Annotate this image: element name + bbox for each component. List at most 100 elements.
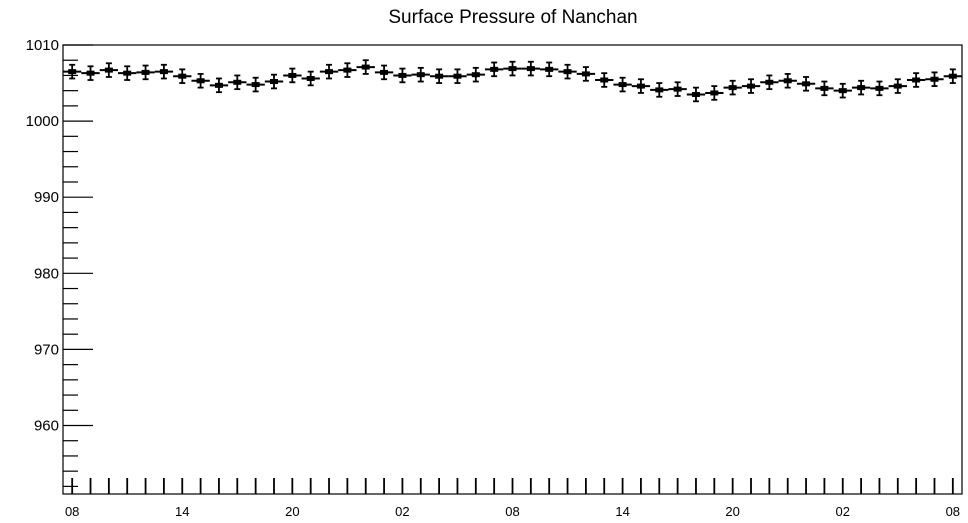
data-marker [86,70,95,76]
chart-title: Surface Pressure of Nanchan [388,7,637,28]
data-point [484,61,504,78]
x-tick-label: 02 [395,504,409,519]
data-point [319,63,339,80]
data-marker [68,69,77,75]
data-marker [636,83,645,89]
data-point [815,80,834,97]
data-point [448,68,467,84]
data-marker [398,72,407,78]
x-tick-label: 14 [615,504,629,519]
data-marker [141,69,150,75]
data-marker [416,72,425,78]
data-marker [618,82,627,88]
data-marker [288,72,297,78]
data-point [760,74,779,91]
data-marker [600,77,609,83]
y-axis: 960 970 980 990 1000 1010 [26,37,93,487]
data-point [888,78,907,94]
data-marker [838,88,847,94]
data-marker [857,85,866,91]
data-point [686,86,706,103]
data-point [246,76,265,93]
data-marker [545,66,554,72]
data-point [650,82,669,98]
data-marker [948,73,957,79]
x-axis: 08 14 20 02 08 14 20 02 08 [65,478,960,519]
data-point [595,72,614,88]
data-marker [196,78,205,84]
data-marker [251,82,260,88]
x-tick-label: 20 [725,504,739,519]
data-marker [747,83,756,89]
data-point [173,68,192,84]
data-point [668,81,687,97]
data-marker [728,85,737,91]
data-point [503,60,522,77]
data-marker [691,91,700,97]
x-tick-label: 08 [946,504,960,519]
data-marker [123,70,132,76]
data-point [228,74,247,91]
data-marker [325,69,334,75]
data-point [925,71,944,87]
data-marker [435,73,444,79]
data-marker [343,67,352,73]
data-marker [930,76,939,82]
data-point [558,63,577,80]
x-tick-label: 02 [836,504,850,519]
y-tick-label: 990 [34,189,59,206]
data-point [393,67,412,84]
data-point [521,60,541,77]
data-point [576,66,596,82]
data-marker [655,87,664,93]
data-point [540,61,559,78]
data-marker [159,69,168,75]
data-point [833,82,852,99]
y-tick-label: 1000 [26,113,59,130]
data-point [631,78,651,94]
y-tick-label: 1010 [26,37,59,54]
x-tick-label: 08 [65,504,79,519]
data-point [338,62,357,78]
data-marker [380,69,389,75]
data-point [264,73,284,90]
data-point [81,65,100,81]
data-point [118,65,137,81]
data-point [209,77,229,94]
data-marker [526,66,535,72]
data-point [136,64,155,81]
data-point [870,80,889,97]
y-tick-label: 960 [34,418,59,435]
y-tick-label: 970 [34,341,59,358]
data-point [356,59,375,75]
data-marker [104,67,113,73]
data-marker [178,73,187,79]
data-points [63,59,962,103]
data-marker [783,78,792,84]
data-marker [508,66,517,72]
data-point [943,68,962,84]
data-marker [912,77,921,83]
data-point [429,68,449,84]
data-point [374,64,394,81]
data-marker [563,69,572,75]
data-point [63,63,82,80]
x-tick-label: 08 [505,504,519,519]
data-point [741,78,761,94]
x-tick-label: 14 [175,504,189,519]
data-marker [306,75,315,81]
data-point [778,73,797,89]
y-tick-label: 980 [34,265,59,282]
data-marker [214,82,223,88]
data-marker [471,72,480,78]
data-point [154,63,174,80]
data-point [411,66,430,83]
data-marker [453,73,462,79]
data-point [906,72,926,88]
x-tick-label: 20 [285,504,299,519]
data-point [705,85,724,101]
data-marker [361,64,370,70]
data-marker [710,90,719,96]
data-point [301,70,320,87]
